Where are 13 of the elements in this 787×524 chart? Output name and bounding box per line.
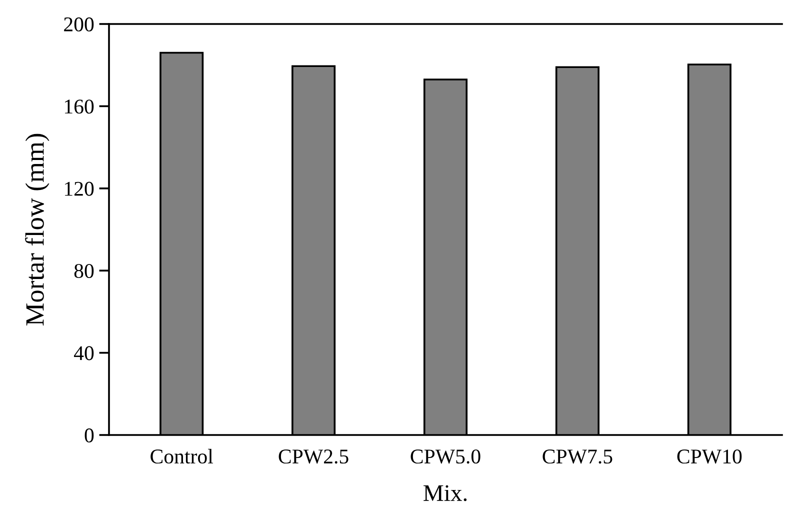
y-tick-label: 120: [65, 182, 94, 196]
x-axis-title: Mix.: [424, 485, 467, 502]
y-tick-label: 80: [74, 264, 94, 278]
x-tick-label: CPW10: [677, 449, 742, 464]
y-axis-title: Mortar flow (mm): [25, 134, 50, 326]
y-tick-label: 40: [74, 346, 94, 360]
x-tick-label: CPW7.5: [542, 450, 612, 464]
y-tick-label: 200: [64, 17, 94, 32]
y-tick-label: 0: [84, 428, 94, 442]
x-tick-label: CPW2.5: [278, 450, 348, 464]
x-tick-label: Control: [150, 448, 213, 464]
x-tick-label: CPW5.0: [410, 449, 480, 464]
y-tick-label: 160: [65, 100, 94, 114]
